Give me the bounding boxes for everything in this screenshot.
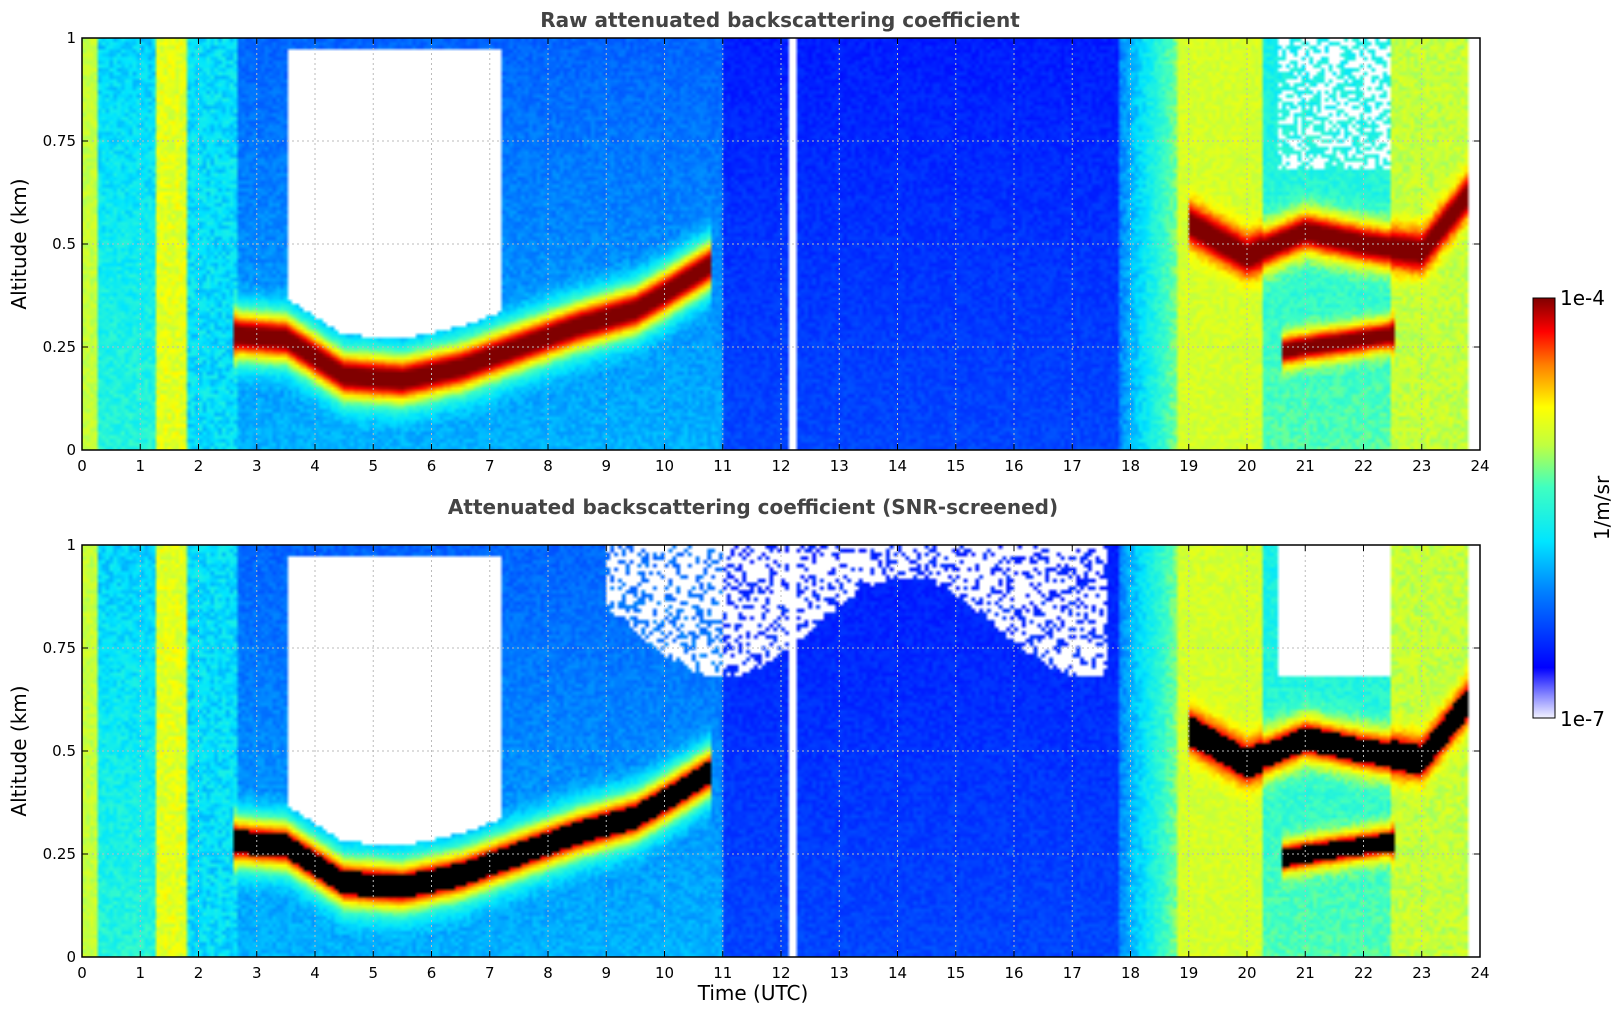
colorbar-max-label: 1e-4 xyxy=(1560,286,1605,310)
x-tick-label: 23 xyxy=(1412,964,1431,982)
x-tick-label: 13 xyxy=(830,964,849,982)
y-tick-label: 0.75 xyxy=(43,132,76,150)
x-axis-ticks: 0 1 2 3 4 5 6 7 8 9 10 11 12 13 14 15 16 17 18 19 20 21 22 23 24 xyxy=(77,545,1490,982)
x-tick-label: 4 xyxy=(310,964,320,982)
panel-title: Raw attenuated backscattering coefficien… xyxy=(540,8,1020,32)
x-tick-label: 6 xyxy=(427,964,437,982)
screened-backscatter-panel: Attenuated backscattering coefficient (S… xyxy=(7,495,1490,1005)
x-tick-label: 8 xyxy=(543,964,553,982)
x-tick-label: 11 xyxy=(713,964,732,982)
x-tick-label: 0 xyxy=(77,457,87,475)
y-axis-ticks: 0 0.25 0.5 0.75 1 xyxy=(43,536,1480,966)
y-axis-label: Altitude (km) xyxy=(7,178,31,309)
y-axis-ticks: 0 0.25 0.5 0.75 1 xyxy=(43,29,1480,459)
x-tick-label: 18 xyxy=(1121,964,1140,982)
x-tick-label: 21 xyxy=(1296,457,1315,475)
y-tick-label: 0.5 xyxy=(52,235,76,253)
x-tick-label: 9 xyxy=(601,457,611,475)
x-tick-label: 23 xyxy=(1412,457,1431,475)
x-tick-label: 17 xyxy=(1063,964,1082,982)
y-tick-label: 0 xyxy=(66,441,76,459)
x-tick-label: 16 xyxy=(1004,964,1023,982)
y-tick-label: 0 xyxy=(66,948,76,966)
raw-backscatter-panel: Raw attenuated backscattering coefficien… xyxy=(7,8,1490,475)
colorbar-min-label: 1e-7 xyxy=(1560,707,1605,731)
x-tick-label: 22 xyxy=(1354,457,1373,475)
x-tick-label: 10 xyxy=(655,457,674,475)
x-tick-label: 17 xyxy=(1063,457,1082,475)
colorbar-gradient xyxy=(1532,297,1556,719)
x-tick-label: 5 xyxy=(368,964,378,982)
y-tick-label: 0.25 xyxy=(43,338,76,356)
x-tick-label: 9 xyxy=(601,964,611,982)
x-tick-label: 6 xyxy=(427,457,437,475)
colorbar: 1e-4 1e-7 1/m/sr xyxy=(1532,286,1614,731)
y-tick-label: 0.75 xyxy=(43,639,76,657)
x-tick-label: 0 xyxy=(77,964,87,982)
x-tick-label: 24 xyxy=(1470,964,1489,982)
y-tick-label: 0.25 xyxy=(43,845,76,863)
x-tick-label: 20 xyxy=(1237,964,1256,982)
x-axis-label: Time (UTC) xyxy=(697,981,809,1005)
x-tick-label: 1 xyxy=(135,457,145,475)
x-tick-label: 3 xyxy=(252,964,262,982)
x-tick-label: 4 xyxy=(310,457,320,475)
x-tick-label: 1 xyxy=(135,964,145,982)
x-tick-label: 16 xyxy=(1004,457,1023,475)
x-tick-label: 12 xyxy=(771,964,790,982)
x-tick-label: 5 xyxy=(368,457,378,475)
x-tick-label: 18 xyxy=(1121,457,1140,475)
x-tick-label: 14 xyxy=(888,964,907,982)
x-tick-label: 13 xyxy=(830,457,849,475)
x-tick-label: 3 xyxy=(252,457,262,475)
colorbar-unit-label: 1/m/sr xyxy=(1590,475,1614,540)
x-tick-label: 14 xyxy=(888,457,907,475)
x-axis-ticks: 0 1 2 3 4 5 6 7 8 9 10 11 12 13 14 15 16 17 18 19 20 21 22 23 24 xyxy=(77,38,1490,475)
x-tick-label: 19 xyxy=(1179,457,1198,475)
x-tick-label: 21 xyxy=(1296,964,1315,982)
x-tick-label: 10 xyxy=(655,964,674,982)
x-tick-label: 22 xyxy=(1354,964,1373,982)
x-tick-label: 2 xyxy=(194,964,204,982)
y-tick-label: 1 xyxy=(66,536,76,554)
x-tick-label: 24 xyxy=(1470,457,1489,475)
y-tick-label: 0.5 xyxy=(52,742,76,760)
x-tick-label: 20 xyxy=(1237,457,1256,475)
x-tick-label: 12 xyxy=(771,457,790,475)
x-tick-label: 15 xyxy=(946,457,965,475)
x-tick-label: 19 xyxy=(1179,964,1198,982)
y-axis-label: Altitude (km) xyxy=(7,685,31,816)
y-tick-label: 1 xyxy=(66,29,76,47)
x-tick-label: 7 xyxy=(485,457,495,475)
panel-title: Attenuated backscattering coefficient (S… xyxy=(448,495,1058,519)
x-tick-label: 15 xyxy=(946,964,965,982)
x-tick-label: 11 xyxy=(713,457,732,475)
x-tick-label: 8 xyxy=(543,457,553,475)
x-tick-label: 7 xyxy=(485,964,495,982)
x-tick-label: 2 xyxy=(194,457,204,475)
